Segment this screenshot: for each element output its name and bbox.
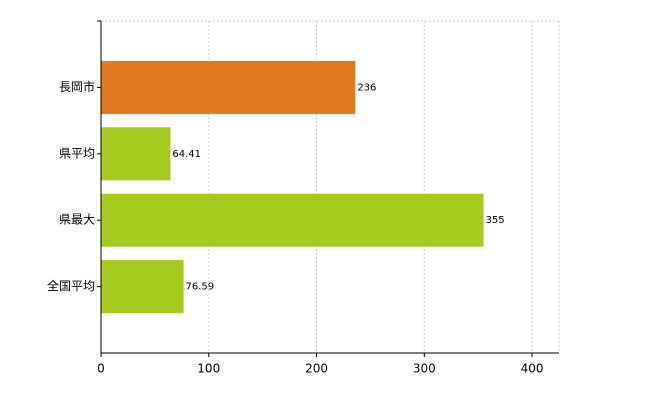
bar: [101, 260, 184, 314]
y-tick-label: 県平均: [59, 146, 95, 160]
x-tick-label: 200: [305, 362, 328, 376]
x-tick-label: 300: [413, 362, 436, 376]
bar: [101, 193, 484, 247]
y-tick-label: 長岡市: [59, 79, 95, 94]
x-tick-label: 400: [521, 362, 544, 376]
x-tick-label: 100: [197, 362, 220, 376]
value-label: 355: [486, 215, 505, 226]
value-label: 64.41: [172, 149, 201, 160]
y-tick-label: 県最大: [59, 213, 95, 227]
y-tick-label: 全国平均: [47, 278, 95, 293]
value-label: 76.59: [186, 282, 215, 293]
bar: [101, 60, 356, 114]
x-tick-label: 0: [97, 362, 105, 376]
value-label: 236: [357, 82, 376, 93]
bar: [101, 127, 171, 181]
